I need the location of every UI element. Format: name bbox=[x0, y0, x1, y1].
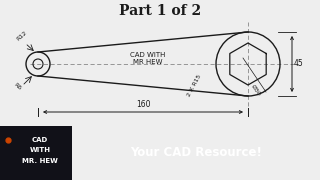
Text: R12: R12 bbox=[16, 30, 28, 42]
Text: 45: 45 bbox=[294, 60, 304, 69]
Text: 160: 160 bbox=[136, 100, 150, 109]
Text: Part 1 of 2: Part 1 of 2 bbox=[119, 4, 201, 18]
Text: MR HEW: MR HEW bbox=[133, 59, 163, 65]
Text: Ø30: Ø30 bbox=[250, 84, 261, 97]
Text: MR. HEW: MR. HEW bbox=[22, 158, 58, 164]
Text: R6: R6 bbox=[13, 82, 22, 91]
Text: CAD: CAD bbox=[32, 137, 48, 143]
Text: WITH: WITH bbox=[29, 147, 51, 153]
Text: CAD WITH: CAD WITH bbox=[130, 52, 166, 58]
Bar bbox=[0, 126, 72, 180]
Text: 2 X R15: 2 X R15 bbox=[186, 73, 202, 97]
Text: Your CAD Resource!: Your CAD Resource! bbox=[130, 147, 262, 159]
